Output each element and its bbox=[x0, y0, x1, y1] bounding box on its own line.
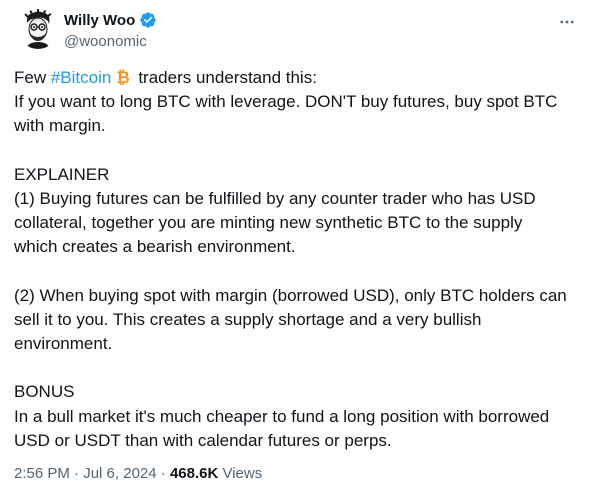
views-count[interactable]: 468.6K bbox=[169, 465, 219, 482]
tweet-line: with margin. bbox=[14, 116, 106, 136]
views-label: Views bbox=[218, 465, 263, 482]
tweet-line: collateral, together you are minting new… bbox=[14, 213, 523, 233]
handle[interactable]: @woonomic bbox=[64, 33, 147, 50]
tweet-line: (2) When buying spot with margin (borrow… bbox=[14, 285, 567, 305]
svg-text:₿: ₿ bbox=[117, 68, 130, 86]
timestamp-time[interactable]: 2:56 PM bbox=[14, 465, 70, 482]
more-horizontal-icon bbox=[560, 20, 574, 24]
tweet-header: Willy Woo @woonomic bbox=[14, 9, 581, 57]
meta-separator: · bbox=[156, 465, 170, 482]
bitcoin-emoji-icon: ₿ bbox=[114, 68, 132, 87]
avatar-portrait-icon bbox=[18, 9, 58, 49]
timestamp-date[interactable]: Jul 6, 2024 bbox=[83, 465, 157, 482]
hashtag-link[interactable]: #Bitcoin bbox=[50, 68, 112, 87]
tweet-blank-line bbox=[14, 260, 582, 284]
tweet-line-1: Few #Bitcoin ₿ traders understand this: bbox=[14, 66, 582, 90]
more-button[interactable] bbox=[555, 12, 579, 32]
tweet-suffix: traders understand this: bbox=[138, 68, 317, 87]
tweet-line: environment. bbox=[14, 334, 113, 354]
tweet-text: Few #Bitcoin ₿ traders understand this: If… bbox=[14, 66, 582, 453]
tweet-line: In a bull market it's much cheaper to fu… bbox=[14, 406, 550, 426]
tweet-line: If you want to long BTC with leverage. D… bbox=[14, 92, 558, 112]
tweet-line: BONUS bbox=[14, 382, 75, 402]
meta-separator: · bbox=[69, 465, 84, 482]
verified-badge-icon[interactable] bbox=[139, 11, 157, 29]
tweet-blank-line bbox=[14, 139, 582, 163]
tweet-line: which creates a bearish environment. bbox=[14, 237, 296, 257]
author-names: Willy Woo @woonomic bbox=[64, 10, 157, 52]
tweet-line: (1) Buying futures can be fulfilled by a… bbox=[14, 188, 536, 208]
tweet-line: EXPLAINER bbox=[14, 164, 110, 184]
tweet-line: USD or USDT than with calendar futures o… bbox=[14, 430, 392, 450]
tweet-blank-line bbox=[14, 356, 582, 380]
tweet-meta: 2:56 PM · Jul 6, 2024 · 468.6K Views bbox=[14, 464, 262, 484]
display-name[interactable]: Willy Woo bbox=[64, 11, 136, 29]
avatar[interactable] bbox=[18, 9, 58, 49]
tweet-prefix: Few bbox=[14, 68, 51, 87]
display-name-row: Willy Woo bbox=[64, 10, 157, 30]
tweet-line: sell it to you. This creates a supply sh… bbox=[14, 309, 482, 329]
